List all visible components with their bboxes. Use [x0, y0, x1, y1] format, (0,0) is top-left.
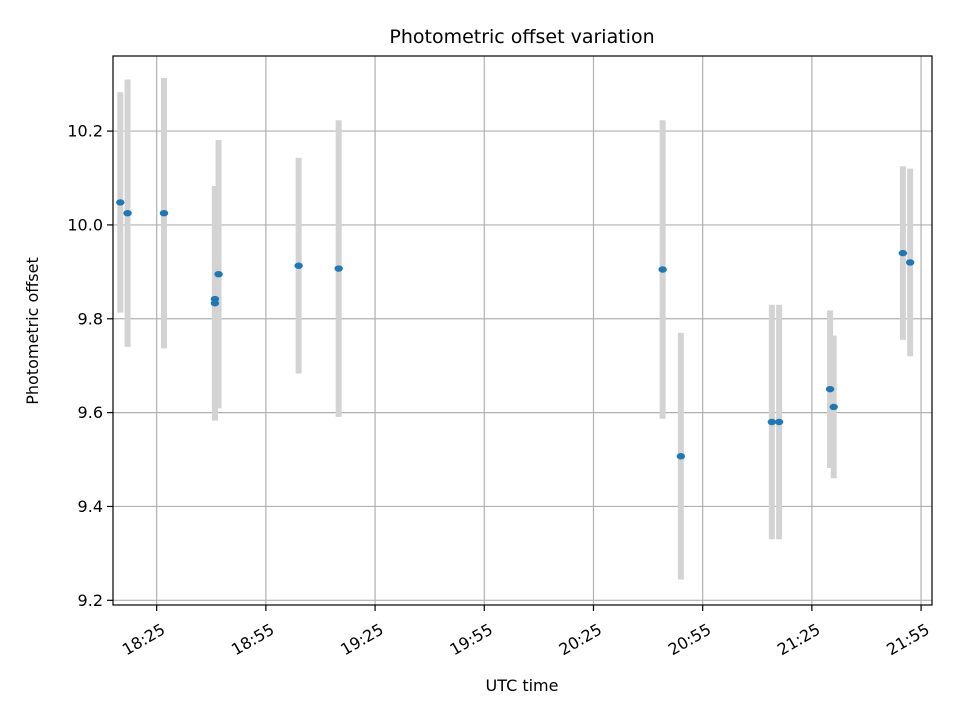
data-points: [116, 199, 915, 460]
y-axis-ticks: 9.2 9.4 9.6 9.8 10.0 10.2: [67, 122, 113, 610]
data-point: [898, 249, 908, 257]
x-tick-label: 18:25: [119, 620, 168, 660]
x-tick-label: 20:55: [665, 620, 714, 660]
data-point: [334, 265, 343, 272]
data-point: [829, 403, 838, 411]
data-point: [116, 199, 125, 206]
x-tick-label: 19:25: [337, 620, 386, 660]
x-tick-label: 21:55: [883, 620, 932, 660]
y-tick-label: 9.8: [78, 309, 103, 328]
errorbars: [117, 78, 914, 580]
y-tick-label: 10.2: [67, 122, 103, 141]
plot-frame: [112, 55, 933, 606]
y-tick-label: 9.4: [78, 497, 103, 516]
data-point: [210, 300, 220, 307]
y-axis-label: Photometric offset: [23, 257, 42, 405]
x-tick-label: 19:55: [446, 620, 495, 660]
y-tick-label: 9.2: [78, 591, 103, 610]
data-point: [905, 259, 915, 266]
data-point: [774, 418, 784, 426]
grid: [113, 56, 932, 605]
data-point: [123, 209, 132, 217]
x-tick-label: 21:25: [774, 620, 823, 660]
x-axis-ticks: 18:25 18:55 19:25 19:55 20:25 20:55 21:25 21:55: [119, 605, 933, 659]
data-point: [294, 262, 303, 269]
y-tick-label: 10.0: [67, 215, 103, 234]
data-point: [159, 209, 169, 217]
chart-title: Photometric offset variation: [389, 26, 654, 48]
y-tick-label: 9.6: [78, 403, 103, 422]
data-point: [676, 453, 686, 460]
x-tick-label: 20:25: [556, 620, 605, 660]
x-tick-label: 18:55: [228, 620, 277, 660]
data-point: [825, 385, 835, 393]
x-axis-label: UTC time: [486, 676, 559, 695]
data-point: [658, 266, 667, 273]
data-point: [767, 418, 777, 426]
data-point: [214, 270, 223, 278]
